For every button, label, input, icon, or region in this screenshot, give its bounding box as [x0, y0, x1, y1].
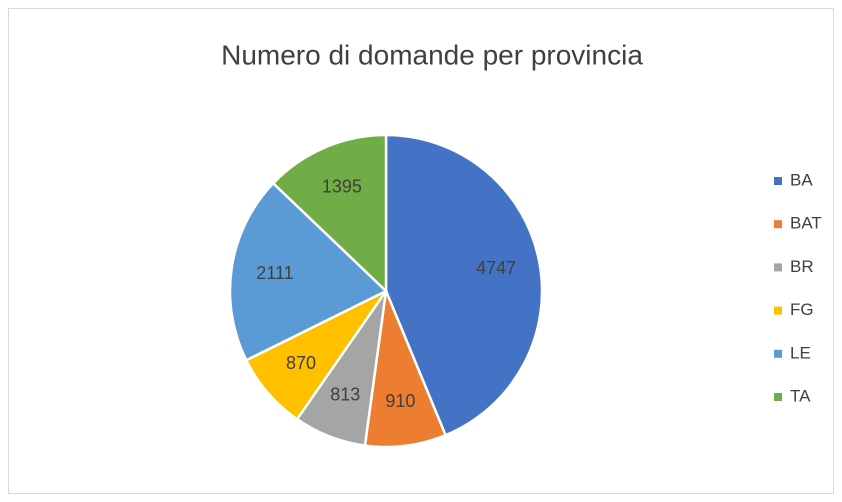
- chart-title: Numero di domande per provincia: [221, 39, 643, 70]
- legend-swatch: [774, 349, 782, 358]
- legend-swatch: [774, 263, 782, 272]
- data-label: 910: [385, 391, 415, 411]
- legend-label: FG: [790, 300, 814, 319]
- legend-swatch: [774, 177, 782, 185]
- data-label: 1395: [322, 176, 362, 196]
- pie-slice: [271, 133, 388, 294]
- data-label: 870: [286, 353, 316, 373]
- pie-slice: [228, 181, 389, 362]
- legend-label: BA: [790, 170, 813, 189]
- legend-label: BR: [790, 257, 814, 276]
- legend-label: TA: [790, 386, 811, 405]
- legend-swatch: [774, 306, 782, 315]
- legend-swatch: [774, 220, 782, 229]
- legend-label: LE: [790, 343, 811, 362]
- legend-label: BAT: [790, 214, 822, 233]
- data-label: 4747: [476, 258, 516, 278]
- legend-swatch: [774, 393, 782, 401]
- pie-slice: [384, 133, 544, 437]
- data-label: 2111: [256, 263, 293, 283]
- data-label: 813: [330, 384, 360, 404]
